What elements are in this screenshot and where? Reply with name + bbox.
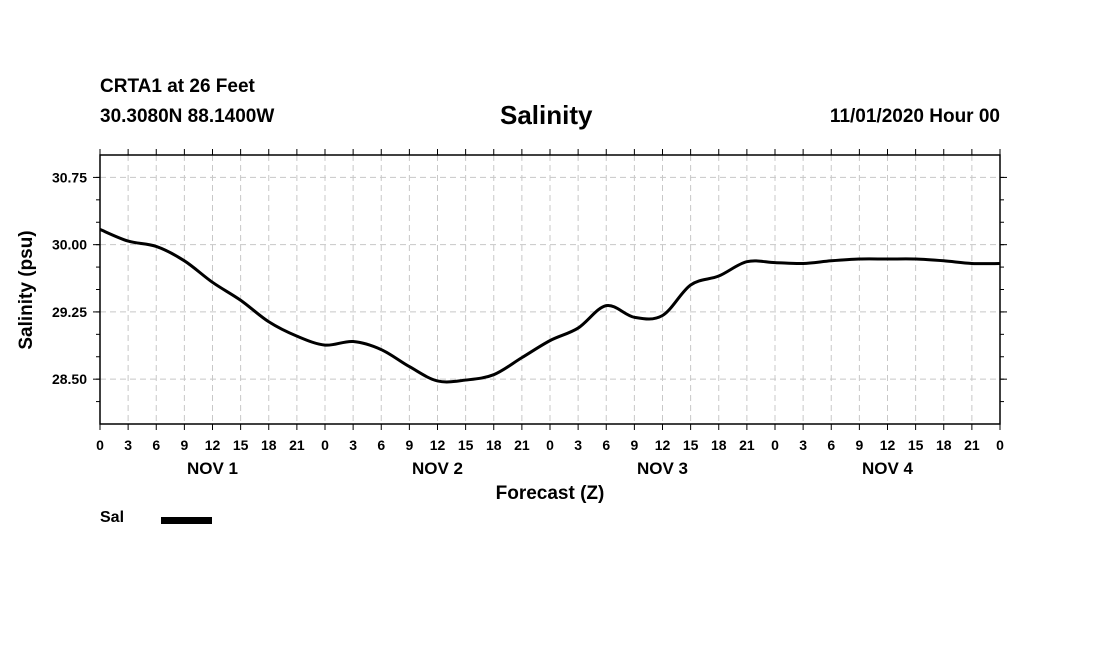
x-tick-label: 0 [546,437,554,453]
x-tick-label: 18 [711,437,727,453]
legend-swatch [161,517,212,524]
day-label: NOV 3 [637,459,688,478]
x-tick-label: 6 [602,437,610,453]
x-tick-label: 15 [233,437,249,453]
x-tick-label: 15 [458,437,474,453]
x-tick-label: 9 [405,437,413,453]
x-tick-label: 9 [855,437,863,453]
x-tick-label: 9 [180,437,188,453]
x-axis-label: Forecast (Z) [495,483,605,504]
legend-label: Sal [100,509,125,526]
y-tick-label: 30.00 [52,237,87,253]
x-tick-label: 12 [430,437,446,453]
x-tick-label: 6 [152,437,160,453]
x-tick-label: 15 [908,437,924,453]
x-tick-label: 0 [996,437,1004,453]
x-tick-label: 6 [377,437,385,453]
x-tick-label: 0 [321,437,329,453]
chart-title: Salinity [500,100,593,130]
x-tick-label: 18 [486,437,502,453]
day-label: NOV 2 [412,459,463,478]
x-tick-label: 12 [655,437,671,453]
x-tick-label: 12 [205,437,221,453]
x-tick-label: 9 [630,437,638,453]
x-tick-label: 6 [827,437,835,453]
x-tick-label: 21 [514,437,530,453]
coordinates-label: 30.3080N 88.1400W [100,106,275,127]
x-tick-label: 15 [683,437,699,453]
x-tick-label: 21 [289,437,305,453]
x-tick-label: 3 [574,437,582,453]
y-tick-label: 28.50 [52,371,87,387]
x-tick-label: 3 [799,437,807,453]
station-label: CRTA1 at 26 Feet [100,76,255,97]
x-tick-label: 3 [349,437,357,453]
x-tick-label: 3 [124,437,132,453]
forecast-datetime: 11/01/2020 Hour 00 [829,106,1000,127]
x-tick-label: 18 [261,437,277,453]
x-tick-label: 12 [880,437,896,453]
day-label: NOV 1 [187,459,238,478]
x-tick-label: 21 [964,437,980,453]
x-tick-label: 0 [96,437,104,453]
x-tick-label: 21 [739,437,755,453]
plot-frame [99,154,1001,425]
series-line-sal [99,228,1001,384]
day-label: NOV 4 [862,459,914,478]
y-tick-label: 29.25 [52,304,87,320]
x-tick-label: 18 [936,437,952,453]
x-tick-label: 0 [771,437,779,453]
y-tick-label: 30.75 [52,169,87,185]
